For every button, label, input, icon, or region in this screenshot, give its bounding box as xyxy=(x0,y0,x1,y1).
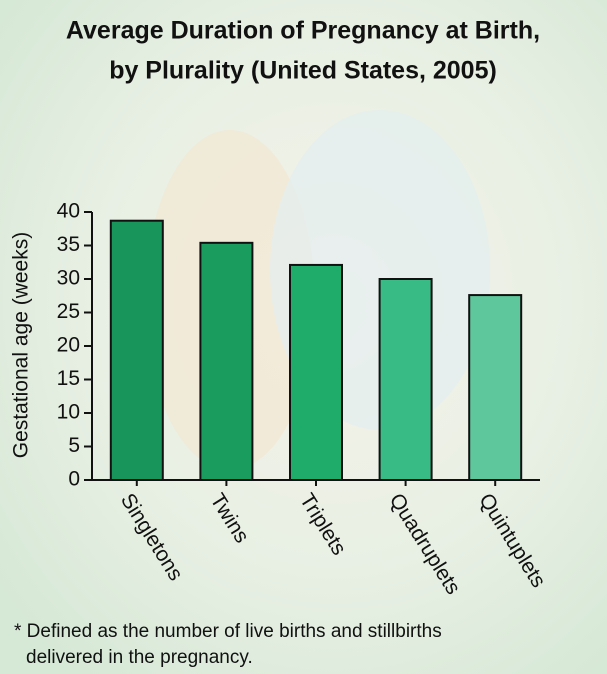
y-tick-label: 40 xyxy=(57,200,80,223)
y-tick-label: 30 xyxy=(57,267,80,290)
bar xyxy=(468,294,523,481)
bar xyxy=(199,241,254,481)
y-axis-label: Gestational age (weeks) xyxy=(10,232,33,458)
y-tick-label: 0 xyxy=(68,468,80,491)
footnote: * Defined as the number of live births a… xyxy=(14,621,442,642)
bar xyxy=(289,263,343,481)
bar xyxy=(378,278,433,481)
y-tick-label: 10 xyxy=(57,401,80,424)
y-tick-label: 5 xyxy=(68,434,80,457)
y-tick-label: 25 xyxy=(57,300,80,323)
chart-title: Average Duration of Pregnancy at Birth, xyxy=(66,17,540,45)
chart-title: by Plurality (United States, 2005) xyxy=(109,57,497,85)
y-tick-label: 35 xyxy=(57,233,80,256)
footnote: delivered in the pregnancy. xyxy=(26,647,253,668)
bar xyxy=(109,219,164,482)
y-tick-label: 15 xyxy=(57,367,80,390)
y-tick-label: 20 xyxy=(57,334,80,357)
